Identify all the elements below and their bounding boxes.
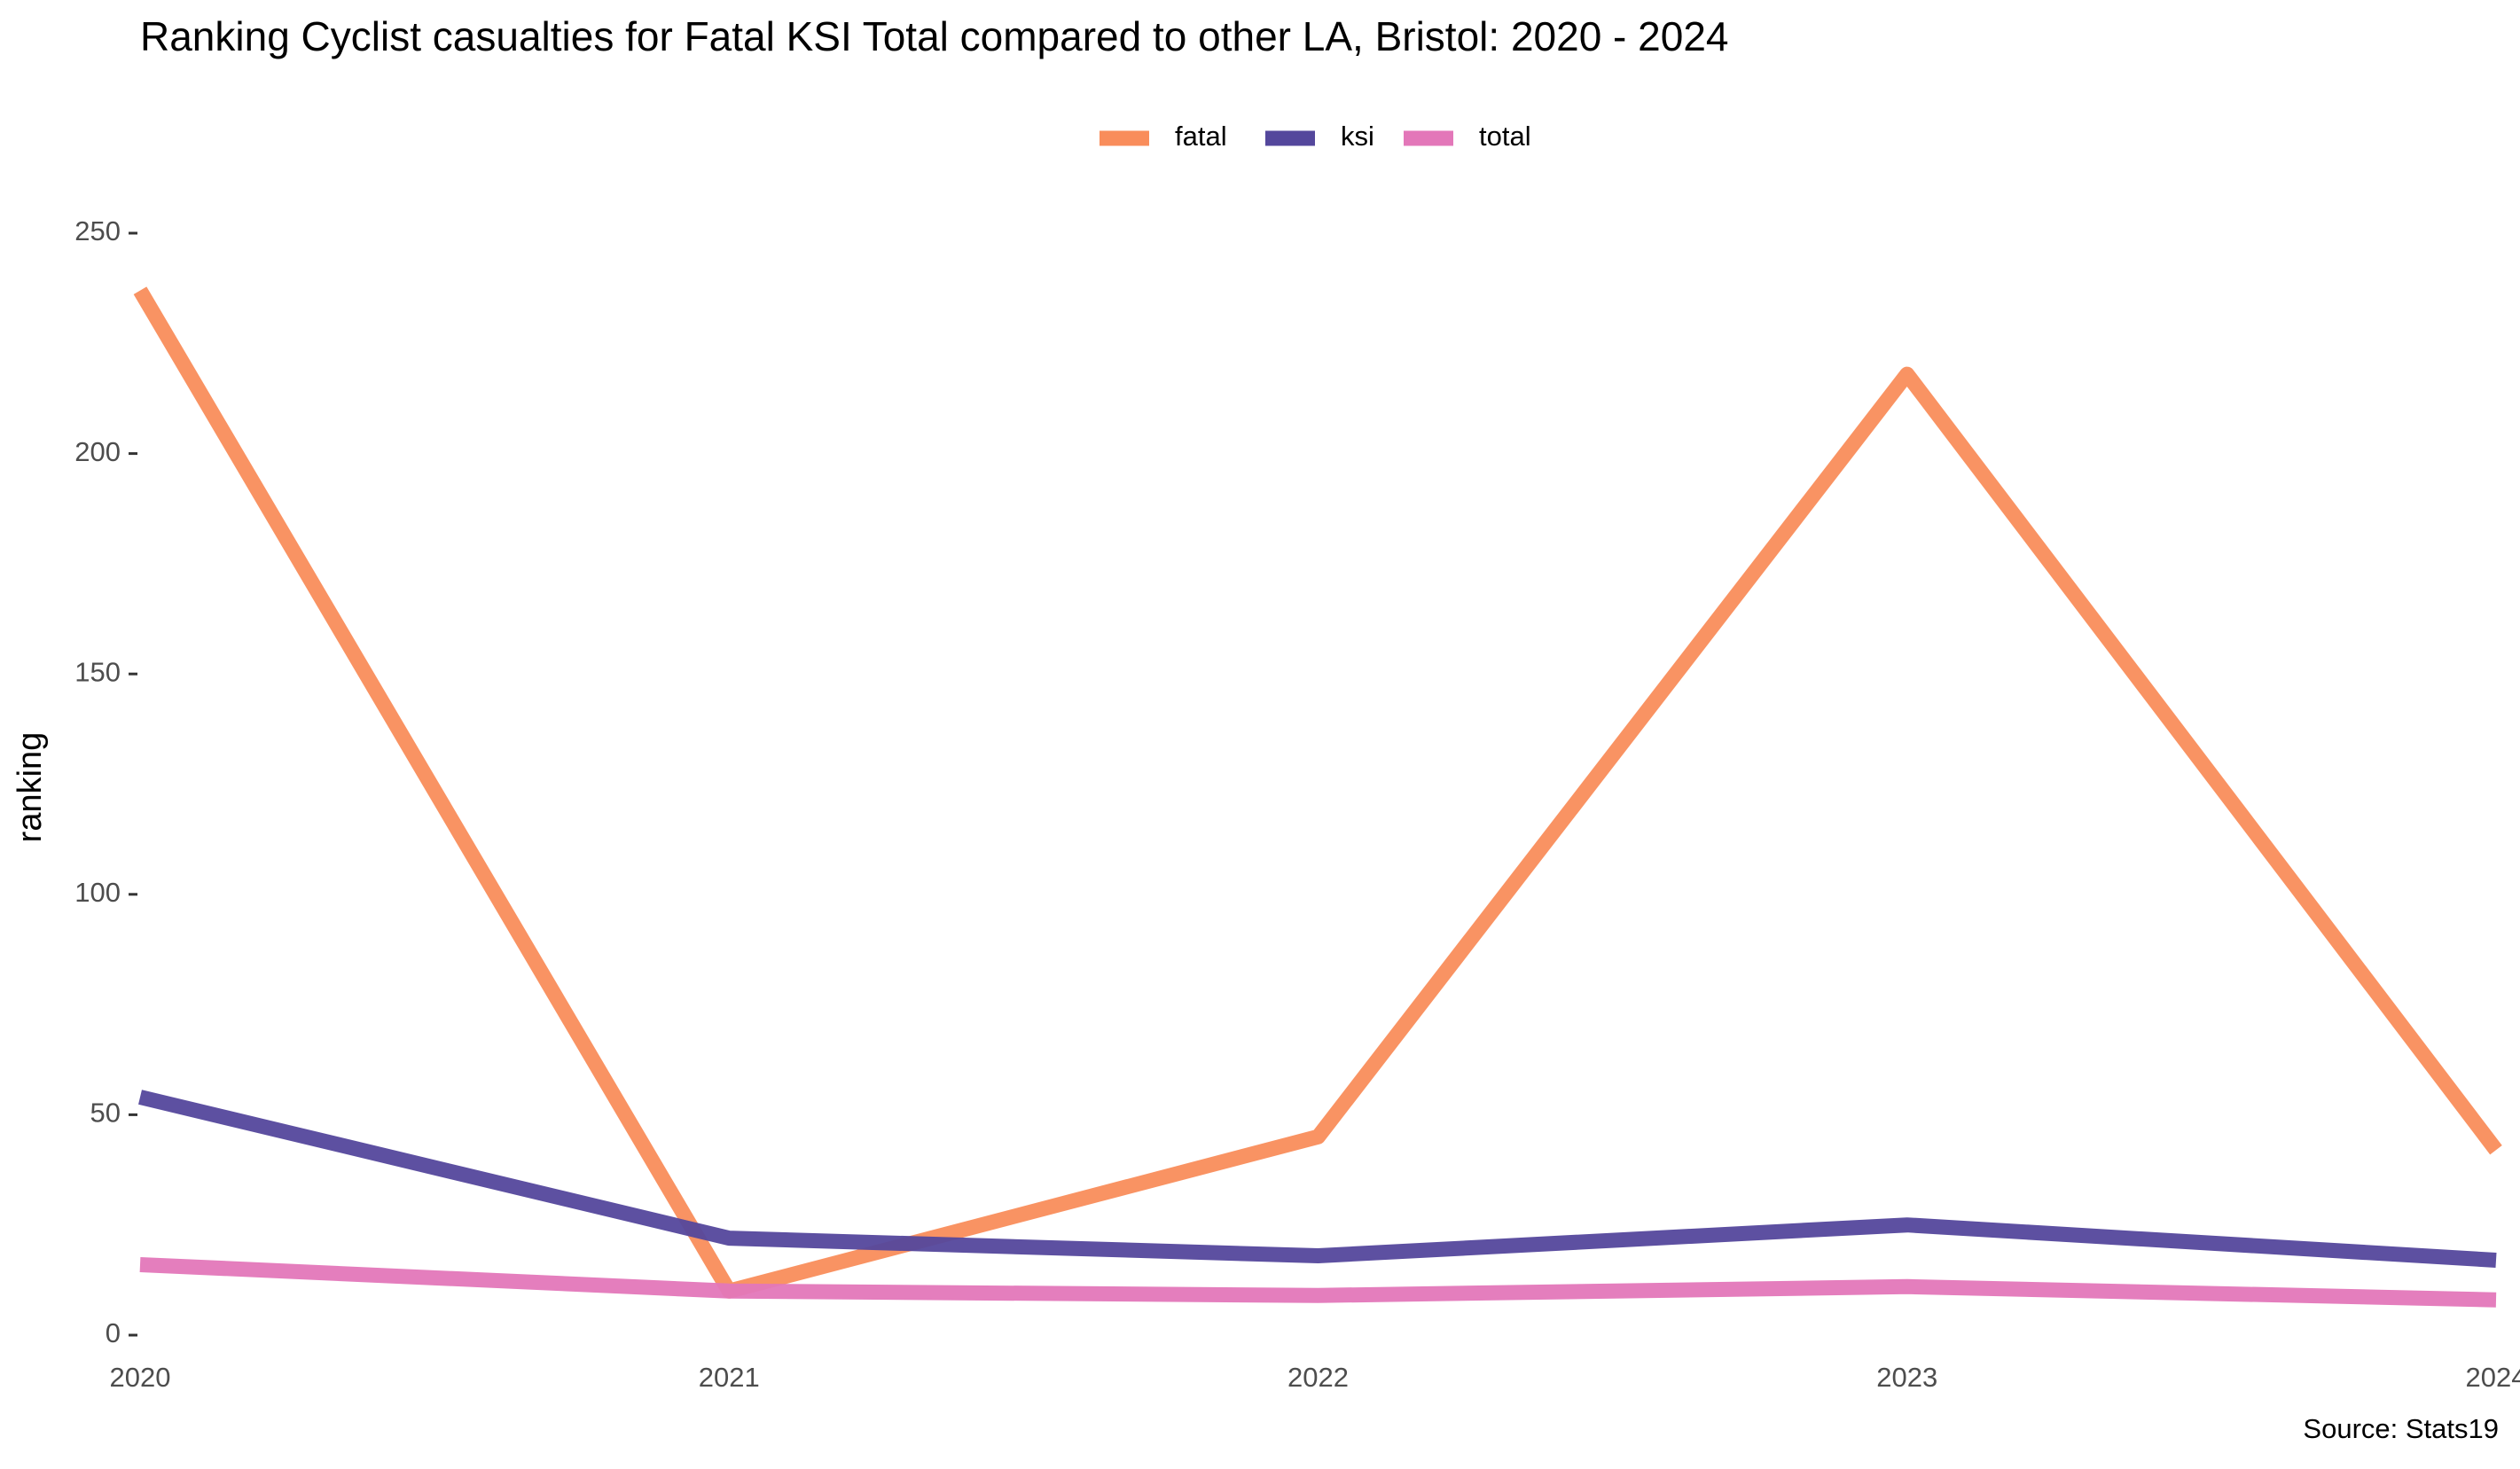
legend: fatal ksi total <box>1100 121 1531 152</box>
y-axis-label: ranking <box>12 732 49 843</box>
x-tick-label: 2021 <box>699 1362 760 1393</box>
y-tick-label: 0 <box>106 1317 121 1348</box>
caption: Source: Stats19 <box>2303 1413 2499 1444</box>
legend-label: fatal <box>1175 121 1227 152</box>
series-line <box>138 1090 2497 1268</box>
y-tick-label: 250 <box>74 215 121 246</box>
y-tick-label: 50 <box>90 1098 121 1129</box>
chart-title: Ranking Cyclist casualties for Fatal KSI… <box>140 13 1728 59</box>
y-tick-label: 100 <box>74 877 121 908</box>
legend-label: total <box>1479 121 1531 152</box>
y-tick-label: 150 <box>74 656 121 687</box>
y-tick-label: 200 <box>74 436 121 467</box>
x-tick-label: 2022 <box>1287 1362 1349 1393</box>
series-line <box>133 286 2502 1299</box>
series-line <box>139 1256 2497 1308</box>
legend-label: ksi <box>1341 121 1374 152</box>
x-tick-label: 2024 <box>2466 1362 2520 1393</box>
x-tick-label: 2020 <box>110 1362 171 1393</box>
plot-area: 0 50 100 150 200 250 2020 2021 2022 2023 2024 <box>74 215 2520 1393</box>
x-tick-label: 2023 <box>1876 1362 1937 1393</box>
